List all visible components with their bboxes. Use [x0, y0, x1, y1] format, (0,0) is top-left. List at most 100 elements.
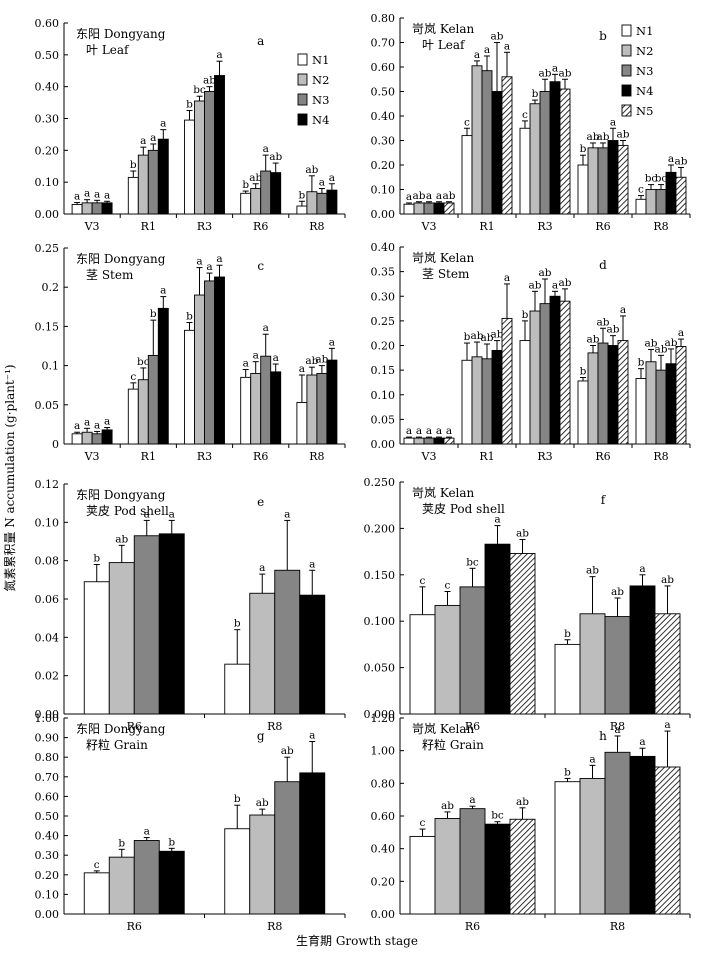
significance-label: c	[522, 109, 528, 121]
legend-label: N1	[636, 24, 653, 38]
bar-N4-R6	[607, 140, 619, 215]
bar-N2-R8	[249, 814, 276, 915]
panel-title: 荚皮 Pod shell	[86, 504, 169, 518]
significance-label: a	[552, 279, 558, 291]
significance-label: ab	[269, 151, 282, 163]
significance-label: ab	[607, 324, 620, 336]
significance-label: a	[94, 188, 100, 200]
y-tick-label: 0.70	[35, 771, 60, 784]
y-tick-label: 0.80	[35, 751, 60, 764]
bar-N1-R6	[83, 872, 110, 915]
x-tick-label: R3	[197, 450, 212, 463]
x-tick-label: R6	[127, 920, 142, 933]
significance-label: a	[494, 514, 500, 526]
bar-N3-R8	[604, 751, 631, 915]
y-tick-label: 0.60	[35, 17, 60, 30]
legend-label: N1	[312, 53, 329, 67]
significance-label: a	[253, 350, 259, 362]
bar-N1-R6	[577, 380, 589, 445]
significance-label: c	[464, 116, 470, 128]
significance-label: a	[639, 563, 645, 575]
significance-label: ab	[597, 316, 610, 328]
significance-label: bc	[491, 810, 504, 822]
bar-N3-R8	[316, 372, 328, 445]
y-tick-label: 0.35	[371, 266, 396, 279]
significance-label: a	[639, 736, 645, 748]
significance-label: ab	[281, 745, 294, 757]
significance-label: a	[406, 425, 412, 437]
significance-label: b	[234, 793, 241, 805]
significance-label: a	[436, 190, 442, 202]
x-tick-label: V3	[421, 450, 437, 463]
y-tick-label: 0.25	[371, 315, 396, 328]
significance-label: bc	[466, 556, 479, 568]
significance-label: ab	[655, 343, 668, 355]
significance-label: ab	[305, 355, 318, 367]
y-tick-label: 0.60	[371, 61, 396, 74]
significance-label: c	[130, 371, 136, 383]
significance-label: b	[638, 357, 645, 369]
panel-letter: h	[599, 729, 607, 743]
x-tick-label: R1	[141, 220, 156, 233]
significance-label: ab	[491, 329, 504, 341]
bar-N5-R6	[509, 818, 536, 915]
significance-label: bc	[137, 356, 150, 368]
significance-label: c	[445, 580, 451, 592]
y-tick-label: 0	[52, 438, 59, 451]
legend-swatch-N2	[297, 73, 308, 86]
panel-e: 0.00 0.02 0.04 0.06 0.08 0.10 0.12 R6 b ab a a R8 b a a…	[35, 478, 346, 733]
y-tick-label: 0.1	[42, 360, 60, 373]
panel-title: 东阳 Dongyang	[76, 252, 166, 266]
y-tick-label: 0.40	[35, 81, 60, 94]
significance-label: a	[620, 304, 626, 316]
bar-N1-R6	[577, 164, 589, 215]
significance-label: a	[216, 253, 222, 265]
y-tick-label: 0.20	[35, 869, 60, 882]
bar-N3-V3	[423, 437, 435, 445]
significance-label: ab	[516, 528, 529, 540]
y-tick-label: 0.20	[371, 159, 396, 172]
bar-N1-R6	[240, 192, 252, 215]
significance-label: a	[84, 188, 90, 200]
bar-N2-R1	[471, 356, 483, 445]
significance-label: ab	[586, 565, 599, 577]
significance-label: a	[169, 508, 175, 520]
bar-N5-R8	[654, 613, 681, 715]
significance-label: b	[93, 553, 100, 565]
y-tick-label: 1.00	[35, 712, 60, 725]
significance-label: b	[150, 308, 157, 320]
legend-label: N3	[636, 64, 653, 78]
x-tick-label: R6	[465, 920, 480, 933]
bar-N2-R8	[645, 361, 657, 445]
bar-N4-R3	[214, 75, 225, 215]
legend-swatch-N5	[621, 104, 632, 117]
bar-N2-V3	[81, 202, 93, 215]
significance-label: ab	[491, 31, 504, 43]
bar-N4-R8	[629, 585, 656, 715]
panel-letter: g	[257, 729, 265, 743]
bar-N4-R6	[607, 345, 619, 445]
y-tick-label: 0.40	[371, 110, 396, 123]
bar-N3-R6	[597, 147, 609, 215]
legend-label: N2	[636, 44, 653, 58]
x-tick-label: R6	[253, 450, 268, 463]
bar-N3-R3	[204, 90, 215, 215]
y-tick-label: 0.10	[35, 888, 60, 901]
panel-title: 东阳 Dongyang	[76, 27, 166, 41]
bar-N5-R3	[559, 300, 571, 445]
bar-N5-R3	[559, 88, 571, 215]
bar-N3-V3	[91, 433, 103, 445]
bar-N2-R6	[108, 856, 135, 915]
significance-label: a	[319, 177, 325, 189]
y-tick-label: 0.20	[35, 144, 60, 157]
y-tick-label: 0.90	[35, 732, 60, 745]
y-tick-label: 0.30	[35, 113, 60, 126]
x-tick-label: R8	[309, 450, 324, 463]
x-tick-label: R6	[253, 220, 268, 233]
significance-label: a	[484, 44, 490, 56]
